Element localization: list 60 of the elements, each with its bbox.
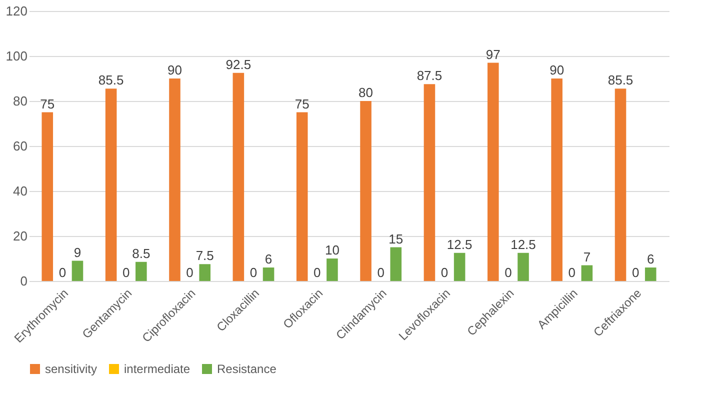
legend-label: Resistance: [217, 362, 277, 376]
data-label: 6: [647, 252, 654, 266]
y-tick-label: 0: [20, 274, 28, 288]
bar: [360, 101, 372, 281]
bar: [390, 247, 402, 281]
bar: [72, 260, 84, 281]
data-label: 0: [58, 265, 66, 280]
data-label: 6: [264, 252, 272, 266]
data-label: 85.5: [608, 72, 634, 88]
data-label: 10: [324, 242, 340, 258]
data-label: 0: [632, 265, 640, 280]
data-label: 9: [74, 244, 82, 260]
bar: [232, 72, 244, 281]
y-tick-label: 40: [13, 184, 28, 198]
data-label: 0: [568, 265, 576, 280]
data-label: 7.5: [196, 248, 214, 264]
bar: [644, 268, 656, 281]
data-label: 75: [294, 96, 310, 112]
y-tick-label: 120: [6, 4, 28, 18]
y-tick-label: 60: [13, 138, 28, 154]
bar: [488, 62, 499, 281]
bar: [326, 258, 338, 281]
data-label: 12.5: [446, 236, 472, 252]
data-label: 80: [358, 85, 374, 100]
bar: [199, 264, 210, 281]
bar: [262, 268, 274, 281]
data-label: 97: [486, 46, 500, 62]
data-label: 7: [583, 249, 591, 264]
data-label: 0: [377, 265, 384, 280]
bar: [518, 252, 529, 281]
data-label: 0: [122, 265, 130, 280]
data-label: 0: [186, 265, 194, 280]
data-label: 0: [440, 265, 448, 280]
bar: [581, 265, 593, 281]
bar: [105, 88, 117, 281]
data-label: 92.5: [226, 56, 252, 72]
data-label: 90: [550, 62, 564, 78]
data-label: 15: [388, 231, 404, 246]
bar: [614, 88, 626, 281]
legend-label: intermediate: [124, 362, 190, 376]
bar: [454, 252, 466, 281]
data-label: 87.5: [416, 68, 442, 84]
y-tick-label: 20: [13, 228, 28, 244]
data-label: 75: [40, 96, 55, 112]
bar: [551, 78, 562, 281]
data-label: 85.5: [98, 72, 124, 88]
data-label: 12.5: [510, 236, 536, 252]
bar: [42, 112, 54, 281]
data-label: 0: [314, 265, 321, 280]
bar: [296, 112, 308, 281]
data-label: 0: [250, 265, 258, 280]
y-tick-label: 100: [6, 48, 28, 64]
bar: [169, 78, 180, 281]
bar: [424, 84, 436, 281]
data-label: 0: [504, 265, 512, 280]
bar: [136, 262, 147, 281]
y-tick-label: 80: [13, 94, 28, 108]
data-label: 90: [168, 62, 182, 78]
legend-label: sensitivity: [45, 362, 98, 376]
data-label: 8.5: [132, 246, 150, 261]
